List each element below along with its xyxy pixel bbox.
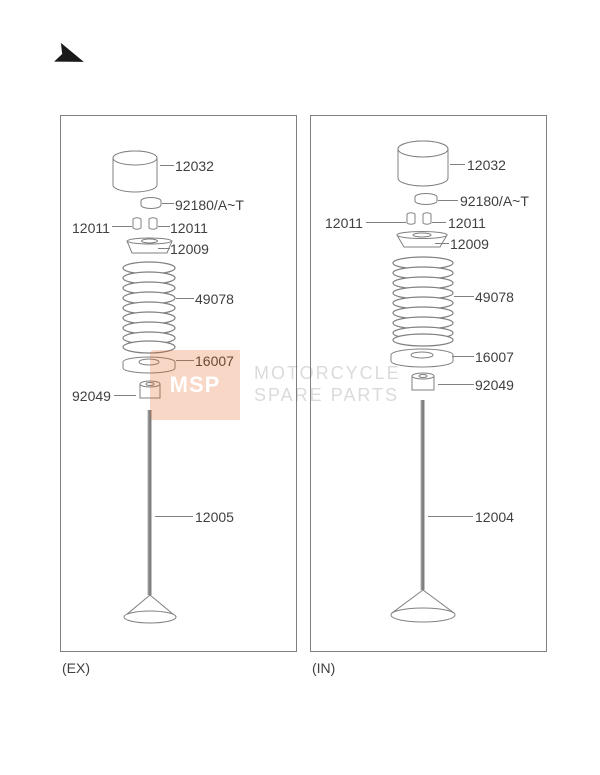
part-in-12011-left [405, 212, 417, 226]
part-ex-12032 [110, 150, 160, 195]
callout-in-12011l: 12011 [325, 215, 363, 231]
leader [114, 395, 136, 396]
part-in-12004 [386, 400, 460, 628]
callout-in-92180: 92180/A~T [460, 193, 529, 209]
callout-ex-92049: 92049 [72, 388, 111, 404]
callout-ex-12011r: 12011 [170, 220, 208, 236]
part-ex-12005 [118, 410, 182, 630]
panel-in-label: (IN) [312, 660, 335, 676]
callout-in-12011r: 12011 [448, 215, 486, 231]
watermark-line2: SPARE PARTS [254, 385, 401, 407]
part-ex-49078 [120, 262, 178, 354]
callout-ex-12009: 12009 [170, 241, 209, 257]
callout-in-49078: 49078 [475, 289, 514, 305]
part-ex-12009 [122, 237, 177, 257]
part-ex-92180 [140, 197, 162, 209]
watermark-badge: MSP [150, 350, 240, 420]
leader [112, 226, 132, 227]
leader [162, 203, 174, 204]
part-in-49078 [390, 256, 456, 346]
leader [450, 164, 465, 165]
part-ex-12011-left [131, 217, 143, 231]
diagram-canvas: (EX) (IN) [0, 0, 600, 775]
callout-in-12032: 12032 [467, 157, 506, 173]
part-in-12009 [392, 231, 452, 251]
callout-ex-12032: 12032 [175, 158, 214, 174]
watermark: MSP MOTORCYCLE SPARE PARTS [150, 345, 450, 425]
leader [160, 165, 174, 166]
leader [158, 248, 170, 249]
callout-ex-49078: 49078 [195, 291, 234, 307]
orientation-arrow [40, 30, 90, 80]
watermark-text: MOTORCYCLE SPARE PARTS [254, 363, 401, 406]
callout-ex-12005: 12005 [195, 509, 234, 525]
watermark-line1: MOTORCYCLE [254, 363, 401, 385]
leader [176, 298, 194, 299]
panel-ex-label: (EX) [62, 660, 90, 676]
callout-in-12009: 12009 [450, 236, 489, 252]
callout-ex-92180: 92180/A~T [175, 197, 244, 213]
leader [432, 222, 446, 223]
leader [428, 516, 473, 517]
part-ex-12011-right [147, 217, 159, 231]
leader [435, 243, 449, 244]
leader [155, 516, 193, 517]
leader [158, 226, 170, 227]
leader [452, 356, 474, 357]
part-in-12032 [395, 140, 451, 190]
leader [366, 222, 406, 223]
part-in-92180 [414, 193, 438, 205]
callout-in-12004: 12004 [475, 509, 514, 525]
callout-in-16007: 16007 [475, 349, 514, 365]
callout-ex-12011l: 12011 [72, 220, 110, 236]
callout-in-92049: 92049 [475, 377, 514, 393]
leader [454, 296, 474, 297]
leader [438, 200, 458, 201]
part-in-12011-right [421, 212, 433, 226]
